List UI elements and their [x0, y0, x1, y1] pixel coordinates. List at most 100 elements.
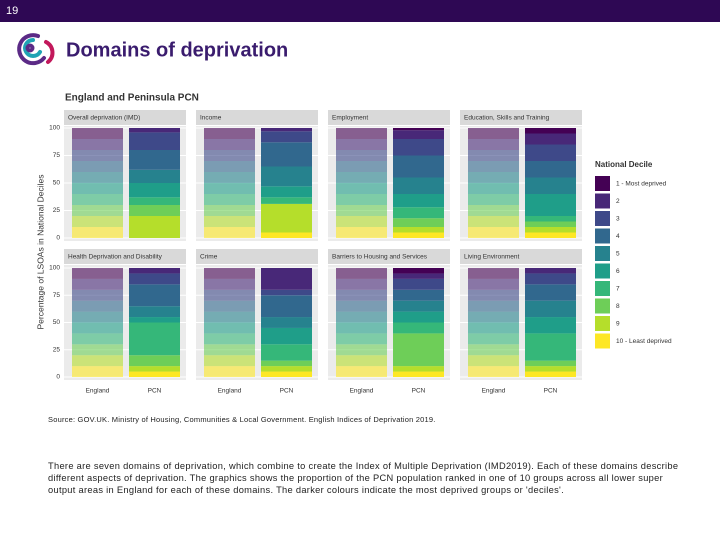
- bar-segment: [204, 300, 255, 312]
- bar-segment: [468, 289, 519, 301]
- bar-segment: [336, 355, 387, 367]
- bar-segment: [468, 311, 519, 323]
- bar-segment: [261, 268, 312, 290]
- bar-segment: [261, 371, 312, 377]
- legend-label: 9: [616, 321, 620, 328]
- bar-segment: [129, 150, 180, 170]
- x-tick-label: PCN: [280, 388, 294, 395]
- bar-segment: [393, 128, 444, 131]
- facet-title: Overall deprivation (IMD): [68, 115, 140, 122]
- bar-segment: [204, 278, 255, 290]
- bar-segment: [525, 216, 576, 222]
- y-tick-label: 75: [53, 152, 61, 159]
- bar-segment: [261, 128, 312, 132]
- bar-segment: [393, 194, 444, 208]
- facet-title: Income: [200, 115, 222, 122]
- bar-segment: [525, 268, 576, 274]
- bar-segment: [468, 344, 519, 356]
- bar-segment: [261, 166, 312, 187]
- bar-segment: [72, 311, 123, 323]
- bar-segment: [336, 205, 387, 216]
- facet-title: Education, Skills and Training: [464, 115, 550, 122]
- bar-segment: [525, 284, 576, 301]
- bar-segment: [261, 289, 312, 296]
- bar-segment: [525, 144, 576, 161]
- legend-label: 2: [616, 198, 620, 205]
- facet-strip: [328, 249, 450, 264]
- bar-segment: [72, 278, 123, 290]
- y-tick-label: 100: [49, 125, 60, 132]
- facet-strip: [64, 249, 186, 264]
- x-tick-label: England: [482, 388, 506, 395]
- bar-segment: [336, 289, 387, 301]
- bar-segment: [468, 194, 519, 205]
- chart-title: England and Peninsula PCN: [65, 93, 199, 104]
- bar-segment: [393, 268, 444, 274]
- bar-segment: [204, 139, 255, 150]
- bar-segment: [129, 366, 180, 372]
- bar-segment: [393, 322, 444, 334]
- bar-segment: [72, 161, 123, 172]
- bar-segment: [468, 322, 519, 334]
- bar-segment: [204, 161, 255, 172]
- y-tick-label: 0: [56, 235, 60, 242]
- bar-segment: [72, 128, 123, 139]
- bar-segment: [468, 139, 519, 150]
- x-tick-label: PCN: [148, 388, 162, 395]
- bar-segment: [204, 194, 255, 205]
- bar-segment: [204, 355, 255, 367]
- bar-segment: [129, 197, 180, 205]
- legend-swatch: [595, 193, 610, 209]
- bar-segment: [336, 311, 387, 323]
- logo: [17, 33, 55, 66]
- bar-segment: [204, 216, 255, 227]
- facet-strip: [460, 110, 582, 125]
- facet-title: Barriers to Housing and Services: [332, 254, 428, 261]
- y-tick-label: 75: [53, 292, 61, 299]
- x-tick-label: England: [218, 388, 242, 395]
- legend-swatch: [595, 246, 610, 261]
- bar-segment: [336, 268, 387, 279]
- bar-segment: [525, 128, 576, 134]
- bar-segment: [261, 327, 312, 345]
- bar-segment: [393, 300, 444, 312]
- bar-segment: [204, 183, 255, 194]
- bar-segment: [393, 130, 444, 139]
- bar-segment: [204, 268, 255, 279]
- bar-segment: [336, 150, 387, 161]
- legend-label: 3: [616, 216, 620, 223]
- legend-label: 1 - Most deprived: [616, 181, 667, 188]
- bar-segment: [204, 322, 255, 334]
- legend-label: 7: [616, 286, 620, 293]
- bar-segment: [393, 227, 444, 233]
- legend-swatch: [595, 298, 610, 314]
- bar-segment: [261, 142, 312, 167]
- bar-segment: [204, 311, 255, 323]
- facet-title: Living Environment: [464, 254, 519, 261]
- bar-segment: [72, 300, 123, 312]
- y-tick-label: 0: [56, 374, 60, 381]
- bar-segment: [72, 333, 123, 345]
- bar-segment: [468, 161, 519, 172]
- bar-segment: [204, 128, 255, 139]
- bar-segment: [129, 183, 180, 198]
- bar-segment: [261, 360, 312, 367]
- bar-segment: [261, 366, 312, 372]
- bar-segment: [393, 289, 444, 301]
- bar-segment: [72, 355, 123, 367]
- x-tick-label: England: [86, 388, 110, 395]
- bar-segment: [468, 300, 519, 312]
- bar-segment: [393, 155, 444, 178]
- bar-segment: [525, 317, 576, 334]
- bar-segment: [72, 183, 123, 194]
- bar-segment: [129, 317, 180, 323]
- bar-segment: [468, 205, 519, 216]
- bar-segment: [72, 172, 123, 183]
- facet-strip: [196, 249, 318, 264]
- bar-segment: [393, 177, 444, 194]
- bar-segment: [72, 322, 123, 334]
- bar-segment: [393, 311, 444, 323]
- bar-segment: [525, 371, 576, 377]
